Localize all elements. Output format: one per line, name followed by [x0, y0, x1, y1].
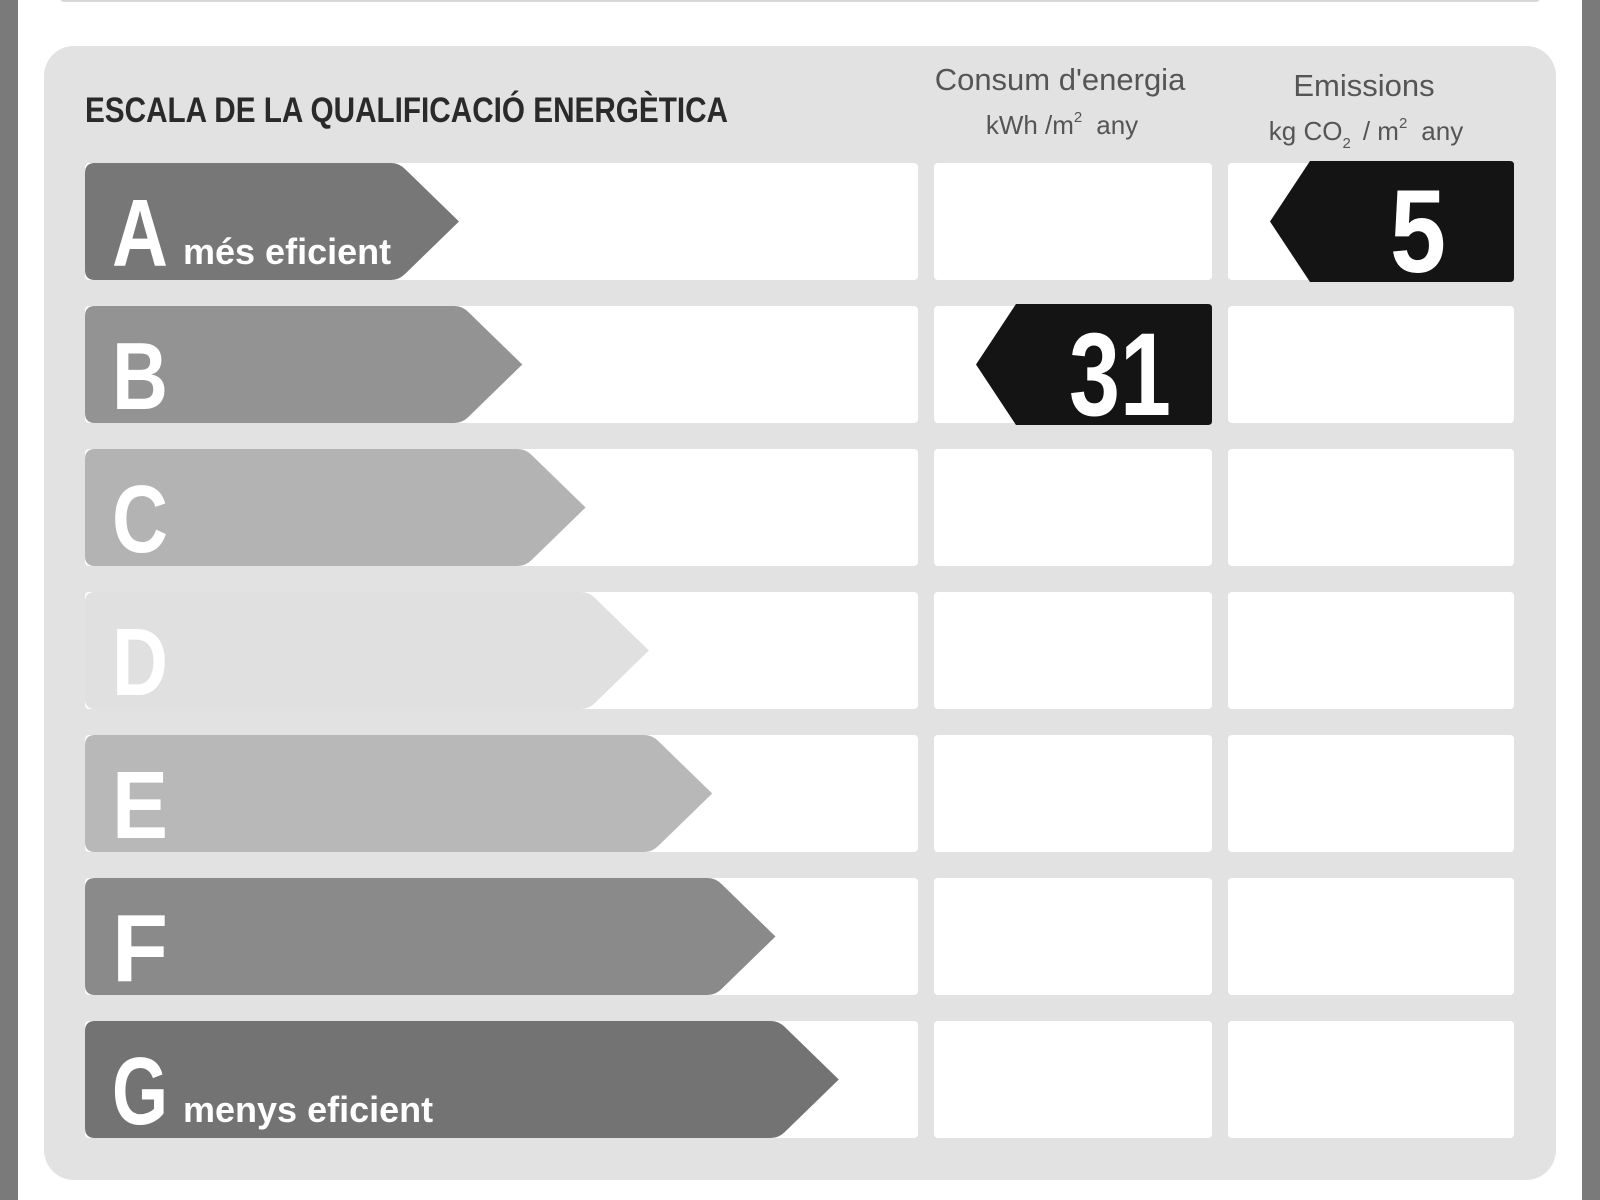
- rating-note: menys eficient: [183, 1089, 433, 1130]
- unit-text: any: [1421, 116, 1463, 146]
- energy-cell: [934, 735, 1212, 852]
- rating-arrow: [85, 449, 586, 566]
- emissions-unit: kg CO2/ m2 any: [1269, 115, 1463, 152]
- energy-cell: [934, 592, 1212, 709]
- unit-text: / m: [1363, 116, 1399, 146]
- rating-arrow: [85, 878, 776, 995]
- emissions-cell: [1228, 1021, 1514, 1138]
- unit-text: kg CO: [1269, 116, 1343, 146]
- energy-cell: [934, 878, 1212, 995]
- rating-arrow: [85, 1021, 839, 1138]
- rating-letter: A: [112, 180, 168, 287]
- emissions-title: Emissions: [1293, 68, 1434, 103]
- emissions-cell: [1228, 306, 1514, 423]
- rating-letter: G: [112, 1038, 168, 1145]
- top-edge: [60, 0, 1540, 2]
- right-border: [1582, 0, 1600, 1200]
- unit-text: any: [1096, 110, 1138, 140]
- energy-cell: [934, 163, 1212, 280]
- emissions-cell: [1228, 449, 1514, 566]
- emissions-marker: [1270, 161, 1514, 282]
- emissions-cell: [1228, 592, 1514, 709]
- rating-letter: F: [112, 895, 168, 1002]
- unit-sup: 2: [1399, 115, 1407, 132]
- emissions-cell: [1228, 735, 1514, 852]
- rating-letter: E: [112, 752, 168, 859]
- emissions-value: 5: [1390, 166, 1446, 298]
- energy-title: Consum d'energia: [935, 62, 1186, 97]
- left-border: [0, 0, 18, 1200]
- title: ESCALA DE LA QUALIFICACIÓ ENERGÈTICA: [85, 90, 728, 130]
- unit-text: kWh /m: [986, 110, 1074, 140]
- rating-arrow: [85, 735, 713, 852]
- rating-letter: B: [112, 323, 168, 430]
- emissions-cell: [1228, 878, 1514, 995]
- rating-arrow: [85, 592, 649, 709]
- energy-unit: kWh /m2 any: [986, 109, 1138, 140]
- rating-letter: C: [112, 466, 168, 573]
- energy-cell: [934, 1021, 1212, 1138]
- rating-arrow: [85, 306, 523, 423]
- rating-arrow: [85, 163, 459, 280]
- energy-value: 31: [1069, 309, 1171, 441]
- unit-sub: 2: [1342, 135, 1350, 152]
- rating-note: més eficient: [183, 231, 391, 272]
- rating-letter: D: [112, 609, 168, 716]
- energy-cell: [934, 449, 1212, 566]
- energy-marker: [976, 304, 1212, 425]
- unit-sup: 2: [1074, 109, 1082, 126]
